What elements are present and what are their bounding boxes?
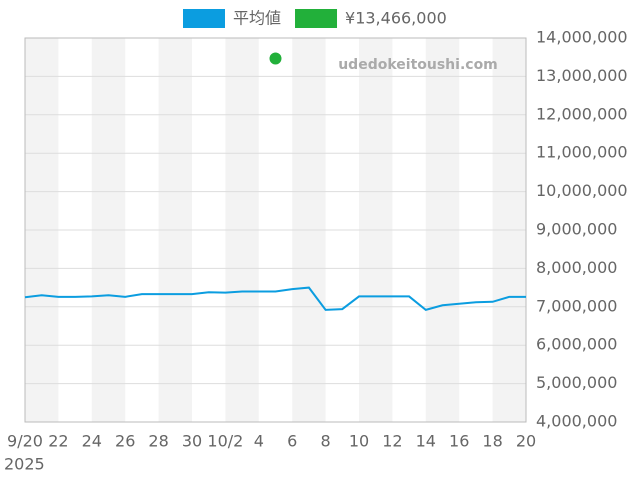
series-line (24, 286, 526, 311)
x-tick-label: 24 (82, 432, 102, 451)
x-tick-label: 6 (287, 432, 297, 451)
y-tick-label: 5,000,000 (536, 373, 617, 392)
y-tick-label: 10,000,000 (536, 181, 628, 200)
x-tick-label: 4 (254, 432, 264, 451)
legend-label: 平均値 (233, 9, 281, 28)
y-tick-label: 12,000,000 (536, 104, 628, 123)
x-sublabel: 2025 (4, 455, 45, 474)
x-tick-label: 10 (349, 432, 369, 451)
legend-swatch (183, 9, 225, 28)
y-tick-label: 7,000,000 (536, 296, 617, 315)
legend-swatch (295, 9, 338, 28)
x-tick-label: 26 (115, 432, 135, 451)
x-tick-label: 12 (382, 432, 402, 451)
x-tick-label: 28 (148, 432, 168, 451)
x-tick-label: 9/20 (7, 432, 43, 451)
y-tick-label: 13,000,000 (536, 66, 628, 85)
x-tick-label: 10/2 (207, 432, 243, 451)
x-tick-label: 14 (416, 432, 436, 451)
y-tick-label: 4,000,000 (536, 412, 617, 431)
plot-border (24, 37, 527, 423)
x-tick-label: 20 (516, 432, 536, 451)
y-tick-label: 6,000,000 (536, 335, 617, 354)
x-tick-label: 22 (48, 432, 68, 451)
y-tick-label: 14,000,000 (536, 28, 628, 47)
y-tick-label: 9,000,000 (536, 220, 617, 239)
y-tick-label: 11,000,000 (536, 143, 628, 162)
x-tick-label: 30 (182, 432, 202, 451)
x-tick-label: 18 (482, 432, 502, 451)
x-tick-label: 8 (321, 432, 331, 451)
x-tick-label: 16 (449, 432, 469, 451)
y-tick-label: 8,000,000 (536, 258, 617, 277)
watermark: udedokeitoushi.com (338, 57, 498, 73)
point (269, 52, 282, 65)
legend-label: ¥13,466,000 (345, 9, 447, 28)
